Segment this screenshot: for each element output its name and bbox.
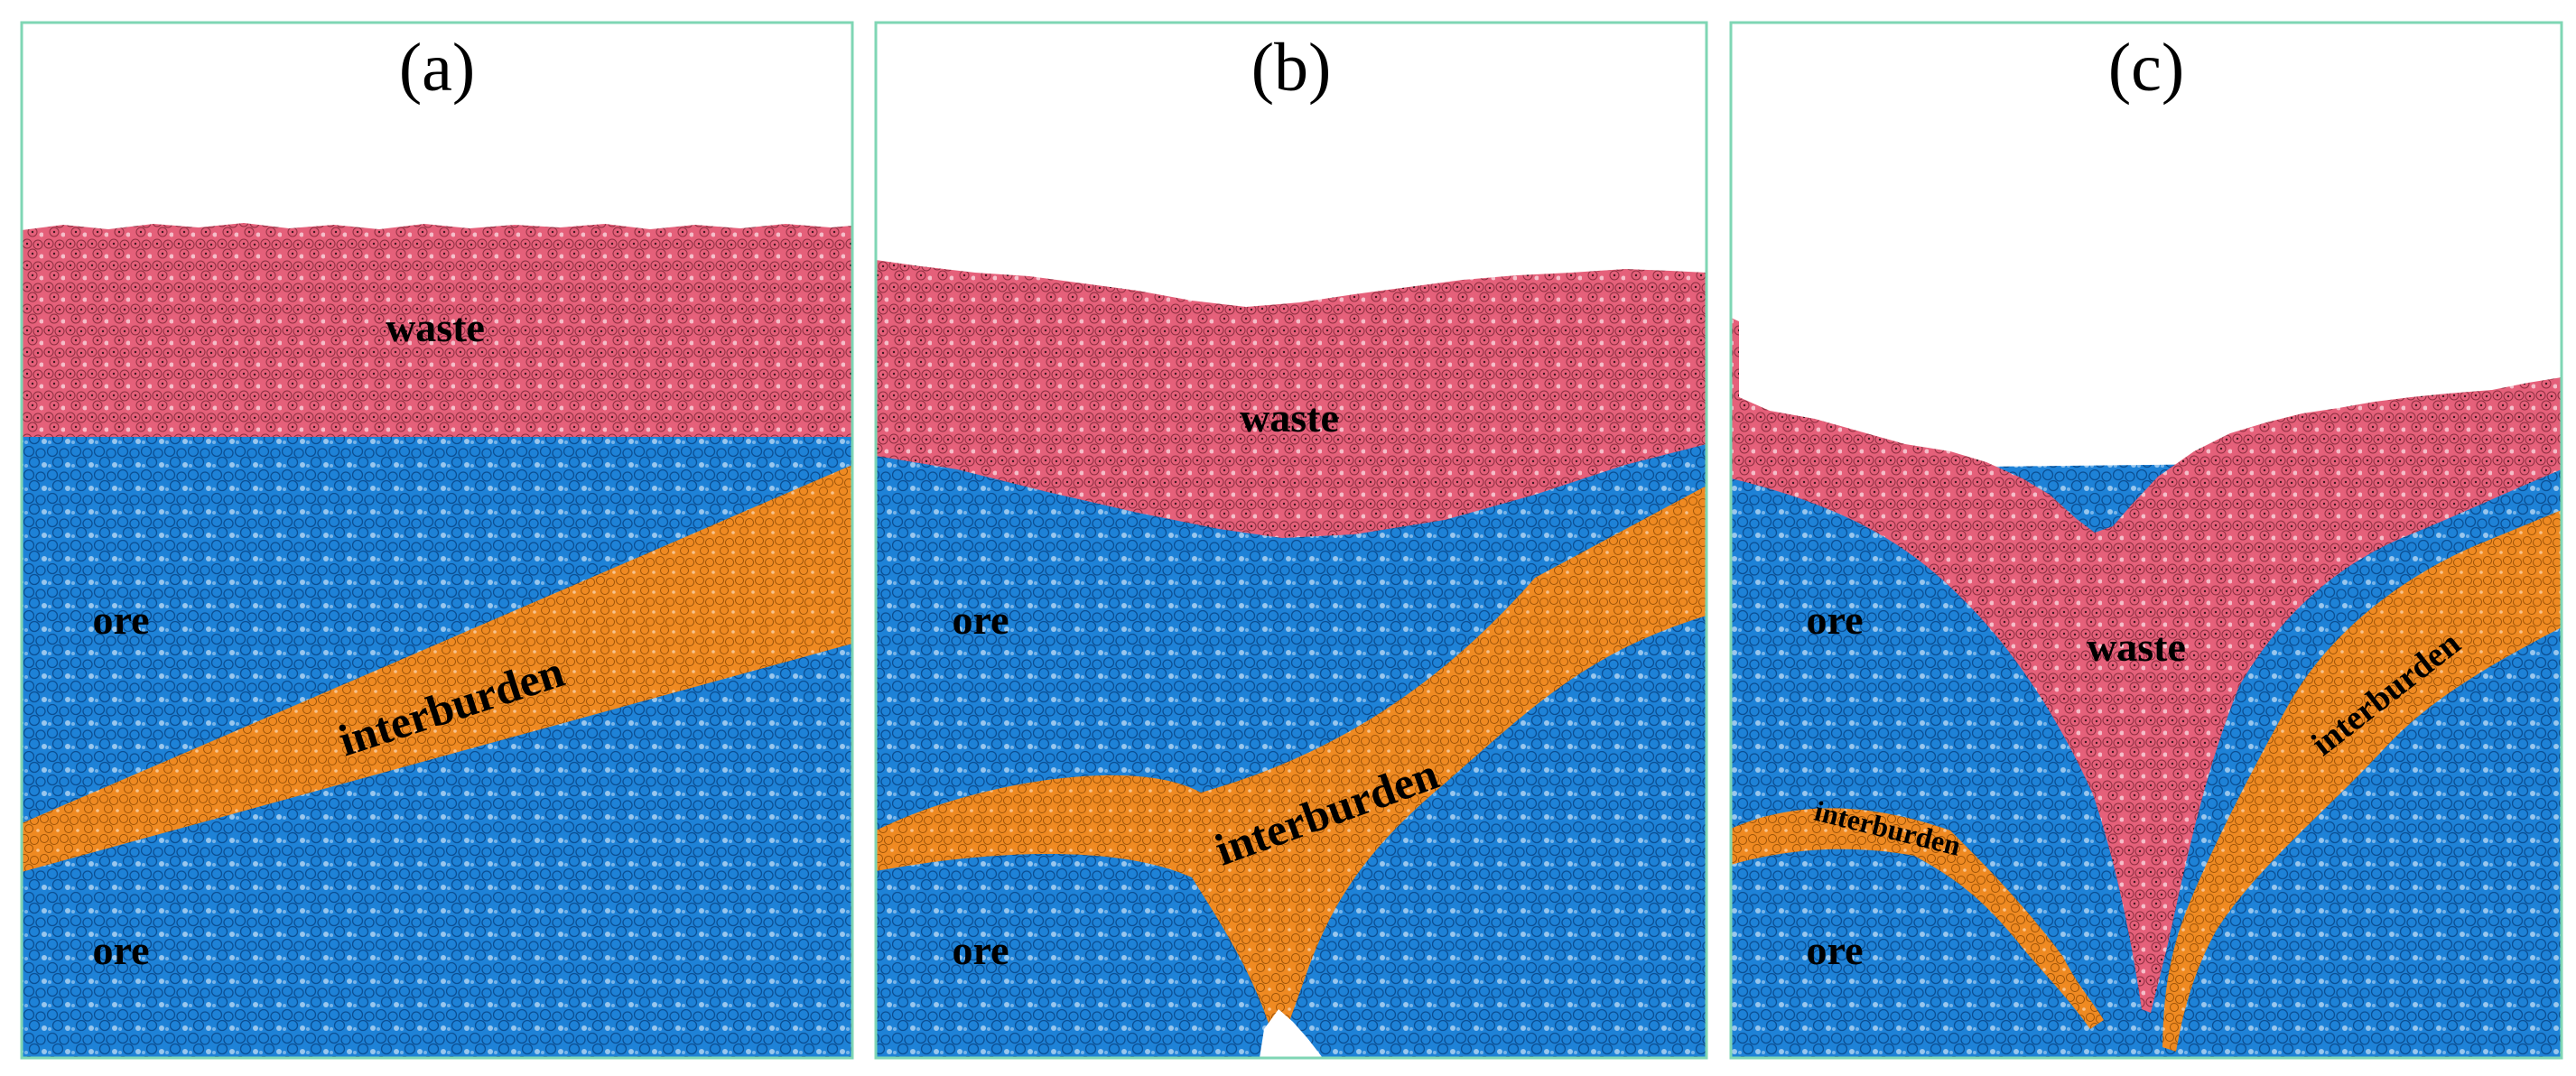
panel-c-title: (c) (2108, 30, 2184, 106)
panel-c-ore-upper-label: ore (1806, 597, 1863, 643)
panel-b-ore-upper-label: ore (952, 597, 1009, 643)
panel-b-ore-region (876, 442, 1706, 1058)
panel-c-waste-label: waste (2087, 624, 2186, 670)
panel-c-ore-lower-label: ore (1806, 927, 1863, 973)
panel-b-ore-lower-label: ore (952, 927, 1009, 973)
panel-a-border (20, 21, 854, 1060)
panel-b-border (874, 21, 1708, 1060)
panel-a: (a) waste ore ore interburden (20, 21, 854, 1060)
panel-c-interburden-right (2162, 510, 2562, 1052)
panel-a-ore-lower-label: ore (92, 927, 149, 973)
panel-c: (c) waste ore ore interburden interburde… (1729, 21, 2563, 1060)
panel-b-waste-layer (876, 260, 1706, 538)
panel-b-waste-label: waste (1240, 394, 1339, 441)
panel-a-title: (a) (399, 30, 475, 106)
panel-c-border (1729, 21, 2563, 1060)
panel-b-title: (b) (1251, 30, 1332, 106)
panel-c-waste-cone (1731, 318, 2562, 1013)
panel-a-interburden-band (22, 465, 852, 872)
panel-b: (b) waste ore ore interburden (874, 21, 1708, 1060)
panel-a-ore-upper-label: ore (92, 597, 149, 643)
panel-b-void-at-outlet (1260, 1009, 1323, 1058)
panel-c-interburden-left (1731, 808, 2104, 1029)
panel-a-waste-layer (22, 223, 852, 437)
panel-b-interburden-band (876, 486, 1706, 1038)
panel-a-waste-label: waste (386, 304, 485, 350)
